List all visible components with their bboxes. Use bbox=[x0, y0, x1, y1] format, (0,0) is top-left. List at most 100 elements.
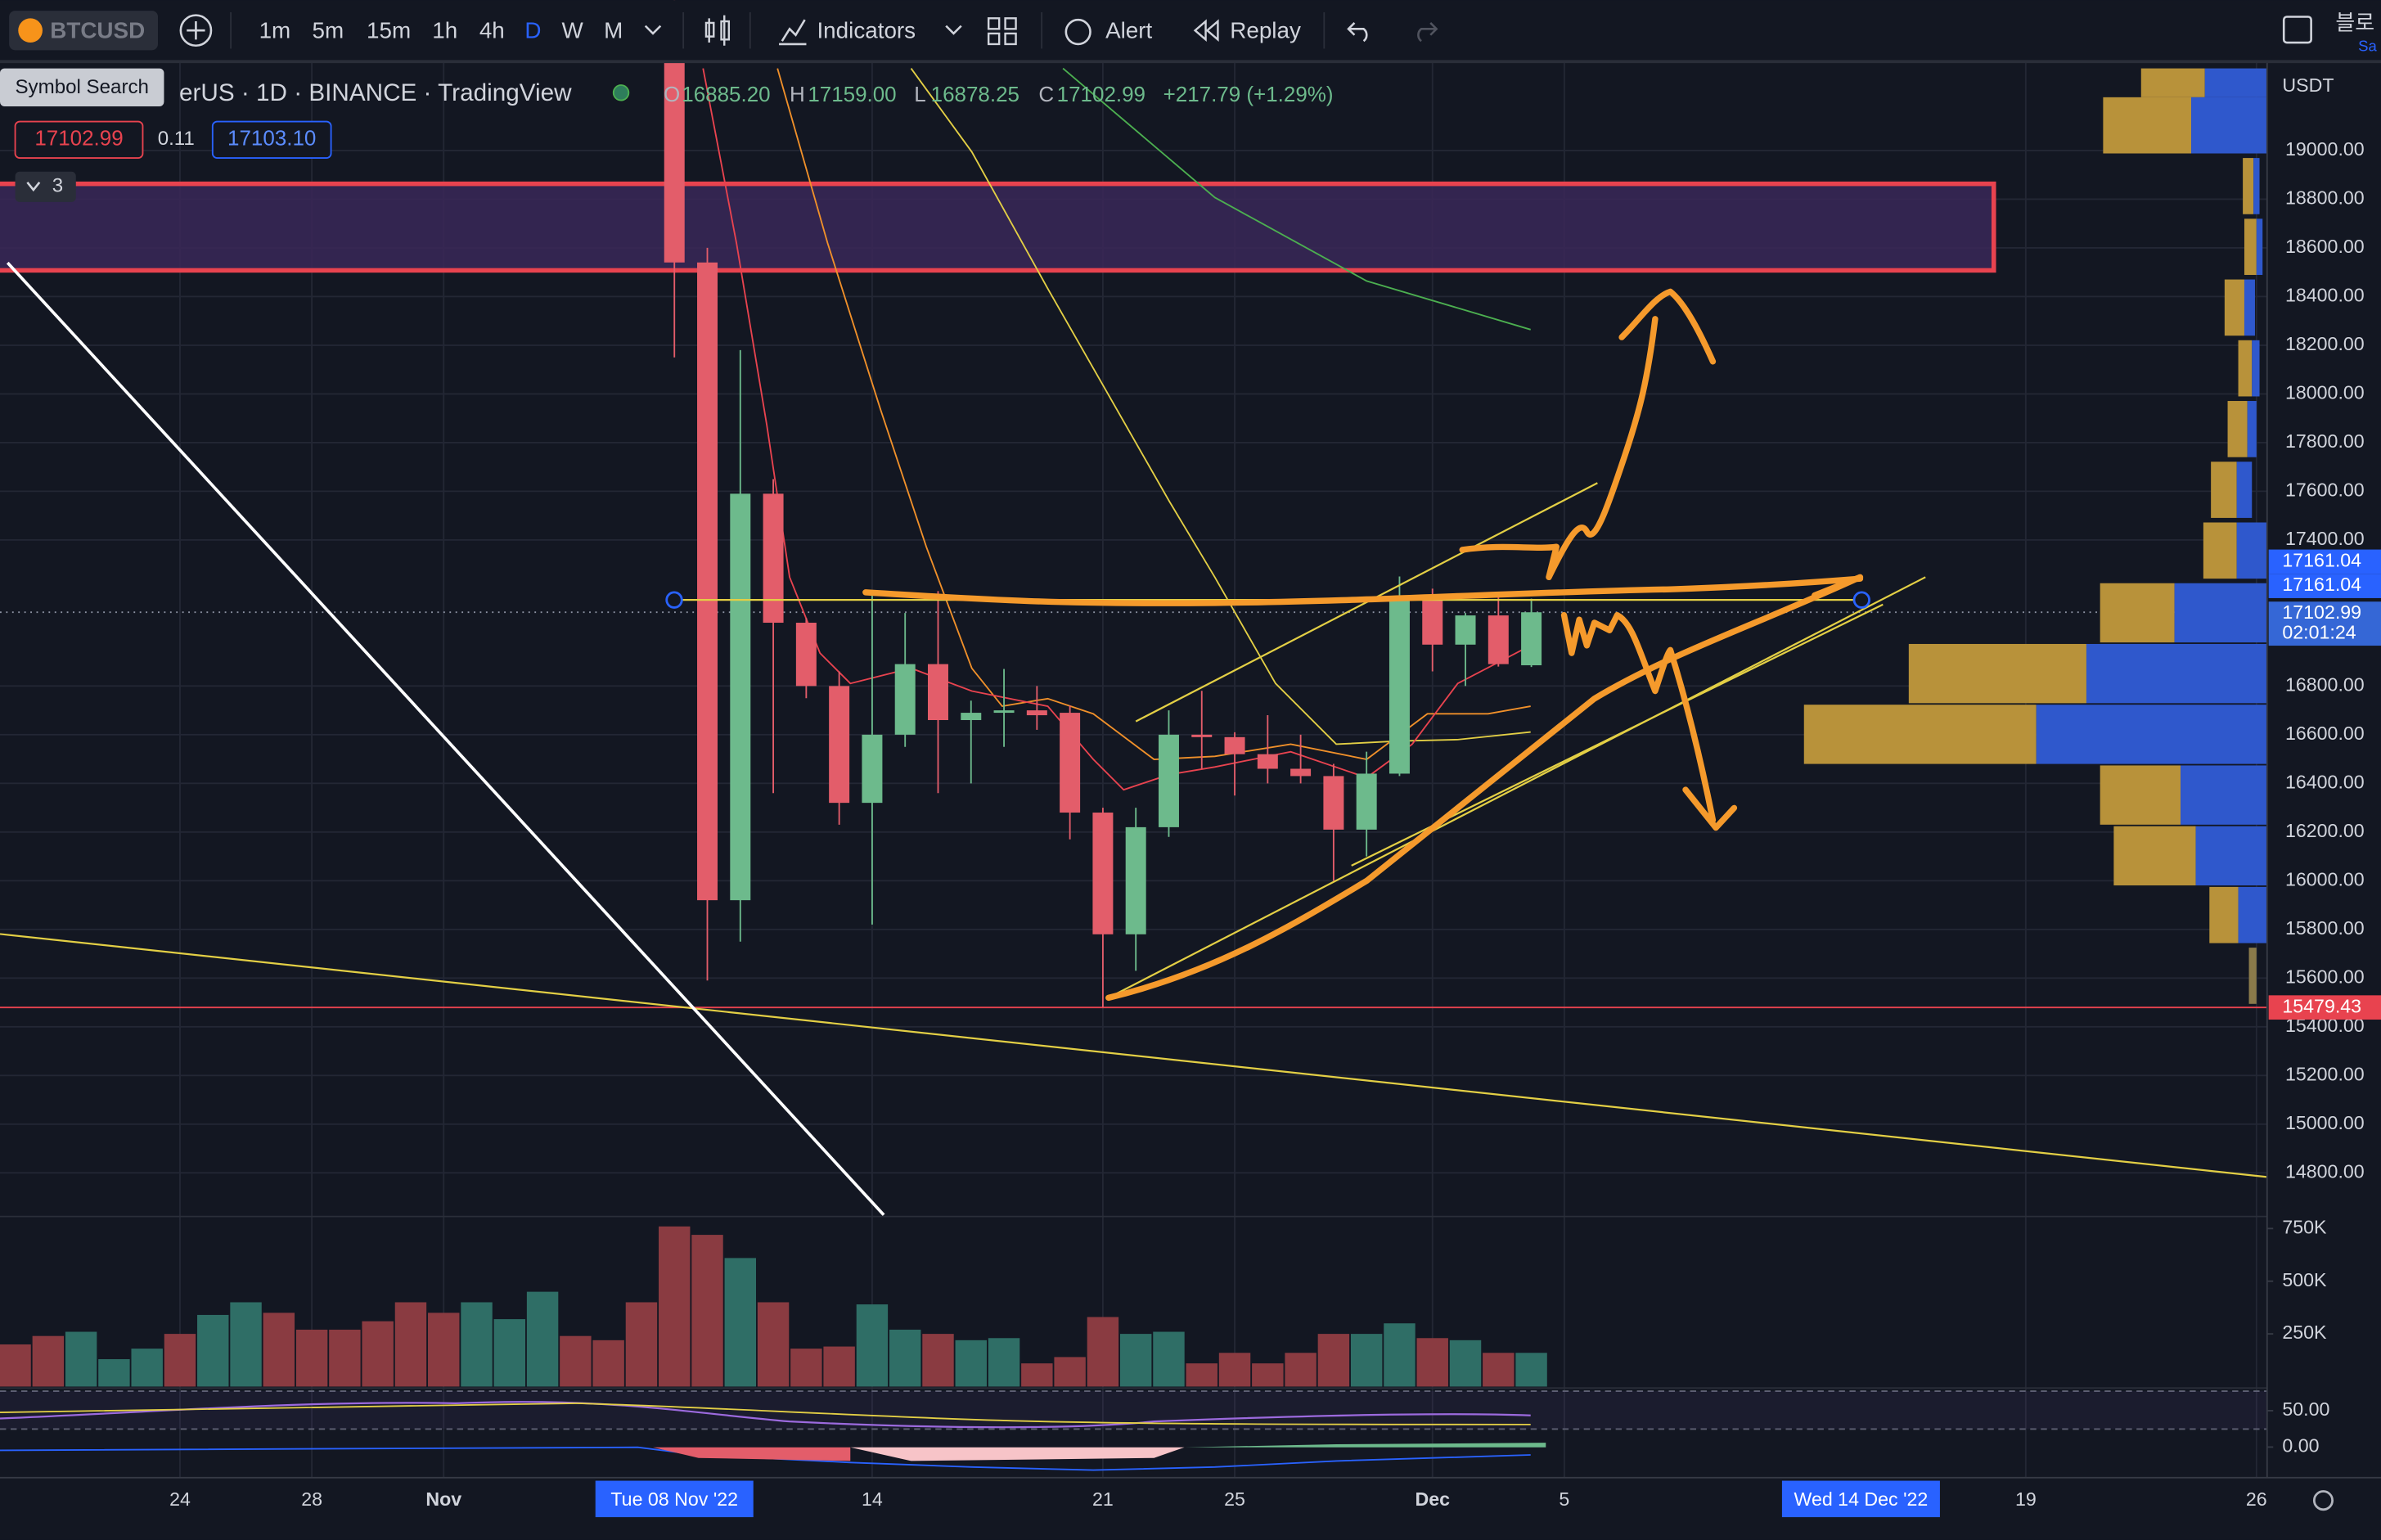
handle[interactable] bbox=[1852, 591, 1870, 609]
ohlc-value: 16885.20 bbox=[682, 82, 770, 106]
vp-down bbox=[2181, 765, 2267, 825]
currency[interactable]: USDT bbox=[2282, 74, 2334, 96]
collapse-box[interactable] bbox=[15, 171, 76, 202]
vp-up bbox=[2224, 279, 2244, 336]
osc-tick-label: 50.00 bbox=[2282, 1398, 2329, 1420]
replay-icon[interactable] bbox=[1193, 19, 1219, 42]
x-tick-label: 5 bbox=[1559, 1488, 1569, 1510]
candle-body bbox=[1422, 598, 1443, 645]
tooltip-bg bbox=[0, 68, 164, 106]
vp-down bbox=[2236, 522, 2267, 579]
y-tick-label: 15200.00 bbox=[2285, 1063, 2365, 1084]
interval[interactable]: W bbox=[562, 17, 584, 43]
vp-down bbox=[2174, 583, 2267, 643]
volume-bar bbox=[131, 1349, 163, 1387]
vp-up bbox=[1908, 643, 2086, 704]
vp-down bbox=[2247, 401, 2257, 457]
time-axis-bg bbox=[0, 1477, 2381, 1540]
candle-body bbox=[1521, 612, 1542, 666]
ask-box[interactable] bbox=[211, 120, 332, 160]
price-axis-bg bbox=[2266, 62, 2381, 1478]
price-label-bg bbox=[2268, 549, 2381, 574]
y-tick-label: 17600.00 bbox=[2285, 480, 2365, 501]
chart-type[interactable] bbox=[704, 15, 731, 46]
replay[interactable]: Replay bbox=[1230, 17, 1301, 43]
ohlc-label: C bbox=[1038, 82, 1054, 106]
osc-line bbox=[0, 1401, 1531, 1429]
interval[interactable]: 1m bbox=[259, 17, 291, 43]
handle[interactable] bbox=[665, 591, 683, 609]
account[interactable]: 블로 bbox=[2335, 11, 2374, 35]
volume-bar bbox=[164, 1334, 196, 1387]
interval[interactable]: M bbox=[604, 17, 623, 43]
add-symbol[interactable] bbox=[179, 14, 213, 47]
ohlc-value: 17102.99 bbox=[1057, 82, 1145, 106]
interval-menu[interactable] bbox=[644, 25, 662, 35]
settings-icon[interactable] bbox=[2312, 1490, 2334, 1511]
redo[interactable] bbox=[1417, 21, 1438, 43]
y-tick-label: 15600.00 bbox=[2285, 966, 2365, 987]
interval[interactable]: 15m bbox=[367, 17, 411, 43]
spread: 0.11 bbox=[158, 128, 195, 150]
price-label: 17102.99 bbox=[2282, 601, 2361, 623]
volume-bar bbox=[461, 1302, 493, 1387]
account-sub[interactable]: Sa bbox=[2358, 38, 2377, 55]
fullscreen[interactable] bbox=[2282, 16, 2312, 44]
vp-down bbox=[2244, 279, 2255, 336]
crosshair-label-bg bbox=[595, 1480, 754, 1518]
volume-bar bbox=[197, 1314, 229, 1387]
x-tick-label: Nov bbox=[425, 1488, 461, 1510]
candle-body bbox=[1125, 826, 1146, 934]
drawings-front bbox=[665, 288, 1926, 1002]
x-tick-label: 26 bbox=[2246, 1488, 2267, 1510]
toolbar: BTCUSD Indicators Alert Replay 블로 Sa 1m 5… bbox=[0, 0, 2381, 64]
vp-up bbox=[2113, 826, 2196, 886]
volume-bar bbox=[1317, 1334, 1350, 1387]
alert[interactable]: Alert bbox=[1105, 17, 1152, 43]
vp-up bbox=[2100, 765, 2181, 825]
price-label-bg bbox=[2268, 995, 2381, 1020]
vp-up bbox=[2238, 340, 2253, 397]
interval[interactable]: 1h bbox=[432, 17, 457, 43]
volume-bar bbox=[1252, 1363, 1284, 1387]
volume-bar bbox=[790, 1349, 822, 1387]
symbol-button[interactable] bbox=[9, 11, 159, 51]
vp-down bbox=[2195, 826, 2267, 886]
volume-bar bbox=[889, 1329, 921, 1387]
volume-bar bbox=[0, 1344, 31, 1387]
bid-box[interactable] bbox=[14, 120, 144, 160]
vp-up bbox=[2100, 583, 2175, 643]
indicators-icon[interactable] bbox=[779, 19, 807, 46]
symbol-title[interactable]: erUS · 1D · BINANCE · TradingView bbox=[179, 79, 572, 106]
indicators-menu[interactable] bbox=[945, 25, 962, 35]
interval[interactable]: 4h bbox=[479, 17, 505, 43]
price-label: 15479.43 bbox=[2282, 995, 2361, 1016]
osc-hist bbox=[653, 1447, 851, 1461]
interval[interactable]: D bbox=[524, 17, 541, 43]
volume-bar bbox=[230, 1302, 262, 1387]
tooltip: Symbol Search bbox=[15, 76, 148, 98]
ohlc-value: 17159.00 bbox=[808, 82, 896, 106]
vp-up bbox=[2203, 522, 2237, 579]
x-tick-label: 19 bbox=[2015, 1488, 2037, 1510]
candle-body bbox=[862, 734, 883, 804]
y-tick-label: 15000.00 bbox=[2285, 1112, 2365, 1133]
vp-down bbox=[2252, 340, 2260, 397]
indicators[interactable]: Indicators bbox=[817, 17, 916, 43]
y-tick-label: 16600.00 bbox=[2285, 723, 2365, 744]
volume-bar bbox=[856, 1304, 889, 1387]
interval[interactable]: 5m bbox=[313, 17, 344, 43]
y-tick-label: 18800.00 bbox=[2285, 187, 2365, 209]
alert-icon[interactable] bbox=[1064, 18, 1091, 46]
ohlc-label: H bbox=[790, 82, 805, 106]
ohlc-label: L bbox=[914, 82, 925, 106]
candle-body bbox=[993, 710, 1015, 714]
x-tick-label: 28 bbox=[301, 1488, 322, 1510]
layouts-icon[interactable] bbox=[987, 17, 1017, 46]
undo[interactable] bbox=[1347, 21, 1368, 43]
volume-bar bbox=[1449, 1340, 1482, 1387]
channel-line bbox=[1108, 576, 1926, 999]
candle-body bbox=[1026, 710, 1047, 716]
volume-tick-label: 750K bbox=[2282, 1216, 2327, 1237]
volume-bar bbox=[32, 1335, 65, 1387]
